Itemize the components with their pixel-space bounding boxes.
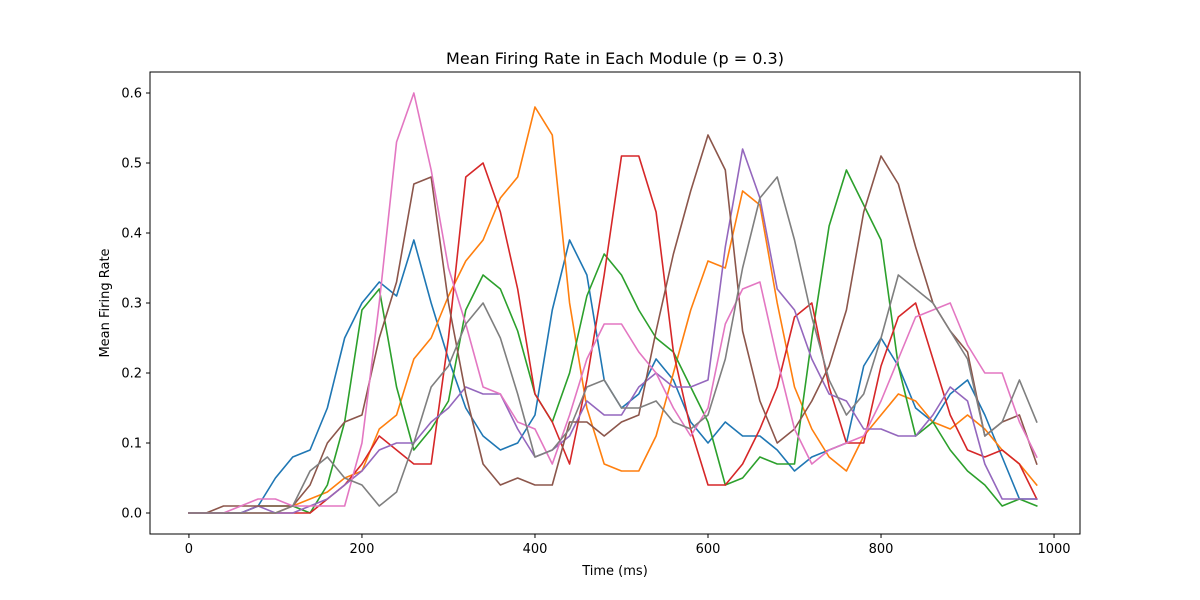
plot-frame xyxy=(149,71,1081,535)
series-line-5 xyxy=(188,148,1038,514)
chart-title: Mean Firing Rate in Each Module (p = 0.3… xyxy=(446,49,784,68)
x-tick-label: 0 xyxy=(185,542,193,557)
series-line-7 xyxy=(188,92,1038,514)
y-tick-label: 0.1 xyxy=(121,437,142,452)
y-tick-label: 0.6 xyxy=(121,87,142,102)
y-tick-label: 0.3 xyxy=(121,297,142,312)
x-axis-label: Time (ms) xyxy=(581,564,648,579)
y-tick-label: 0.4 xyxy=(121,227,142,242)
series-line-2 xyxy=(188,106,1038,514)
x-tick-label: 800 xyxy=(869,542,894,557)
y-tick-label: 0.2 xyxy=(121,367,142,382)
y-axis-label: Mean Firing Rate xyxy=(98,248,113,357)
y-tick-label: 0.5 xyxy=(121,157,142,172)
y-tick-label: 0.0 xyxy=(121,507,142,522)
series-line-3 xyxy=(188,169,1038,514)
series-line-4 xyxy=(188,155,1038,514)
x-tick-label: 600 xyxy=(696,542,721,557)
y-axis: 0.0 0.1 0.2 0.3 0.4 0.5 0.6 xyxy=(121,87,150,522)
x-tick-label: 200 xyxy=(350,542,375,557)
series-line-8 xyxy=(188,176,1038,514)
x-tick-label: 400 xyxy=(523,542,548,557)
x-tick-label: 1000 xyxy=(1037,542,1070,557)
x-axis: 0 200 400 600 800 1000 xyxy=(185,534,1071,557)
series-line-6 xyxy=(188,134,1038,514)
series-layer xyxy=(188,92,1038,514)
